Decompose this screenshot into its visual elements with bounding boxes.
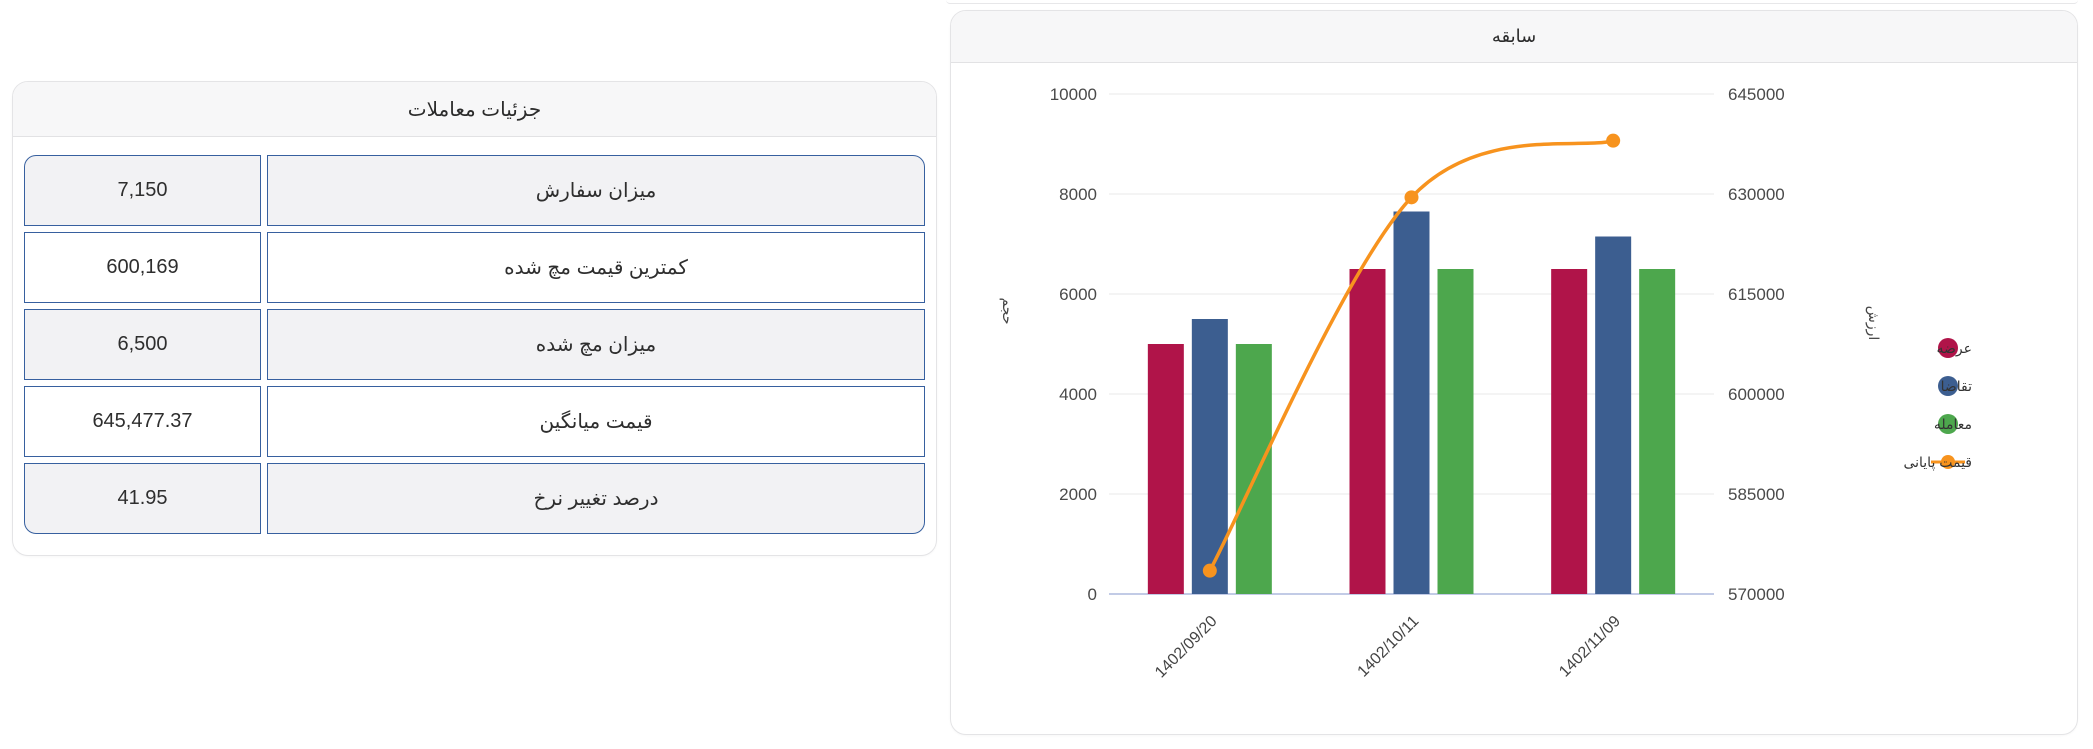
legend-item-3[interactable]: قیمت پایانی	[1903, 454, 1972, 471]
chart-body: 0 570000 2000 585000 4000 600000 6000 615000 800…	[951, 63, 2077, 734]
row-label: میزان مچ شده	[267, 309, 925, 380]
right-axis-tick: 615000	[1728, 285, 1785, 304]
chart-card: سابقه 0 570000 2000 585000 4000 600000 6000 615…	[950, 10, 2078, 735]
row-value: 600,169	[24, 232, 261, 303]
row-label: کمترین قیمت مچ شده	[267, 232, 925, 303]
row-value: 6,500	[24, 309, 261, 380]
details-card: جزئیات معاملات 7,150 میزان سفارش 600,169…	[12, 81, 937, 556]
left-axis-tick: 6000	[1059, 285, 1097, 304]
bar-series1-cat0[interactable]	[1191, 319, 1228, 594]
x-axis-label-0: 1402/09/20	[1152, 613, 1221, 682]
legend-label: معامله	[1934, 416, 1972, 432]
bar-series1-cat2[interactable]	[1595, 236, 1632, 595]
bar-series1-cat1[interactable]	[1393, 211, 1430, 595]
history-chart: 0 570000 2000 585000 4000 600000 6000 615000 800…	[999, 85, 1972, 682]
row-label: میزان سفارش	[267, 155, 925, 226]
legend-item-1[interactable]: تقاضا	[1938, 376, 1972, 396]
legend-marker-dot	[1941, 455, 1955, 469]
row-value: 7,150	[24, 155, 261, 226]
details-title: جزئیات معاملات	[407, 98, 542, 121]
bar-series2-cat2[interactable]	[1639, 269, 1676, 594]
row-value: 41.95	[24, 463, 261, 534]
legend-label: عرضه	[1937, 340, 1972, 357]
bar-series0-cat0[interactable]	[1147, 344, 1184, 594]
left-axis-tick: 2000	[1059, 485, 1097, 504]
legend-label: تقاضا	[1941, 378, 1973, 394]
legend-marker-circle	[1938, 414, 1958, 434]
legend-marker-circle	[1938, 338, 1958, 358]
bar-series2-cat1[interactable]	[1437, 269, 1474, 594]
bar-series2-cat0[interactable]	[1235, 344, 1272, 594]
details-table: 7,150 میزان سفارش 600,169 کمترین قیمت مچ…	[13, 137, 936, 534]
right-axis-tick: 630000	[1728, 185, 1785, 204]
table-row: 41.95 درصد تغییر نرخ	[24, 463, 925, 534]
table-row: 600,169 کمترین قیمت مچ شده	[24, 232, 925, 303]
right-axis-tick: 570000	[1728, 585, 1785, 604]
left-axis-tick: 0	[1088, 585, 1097, 604]
legend-item-0[interactable]: عرضه	[1937, 338, 1972, 358]
table-row: 645,477.37 قیمت میانگین	[24, 386, 925, 457]
row-label: قیمت میانگین	[267, 386, 925, 457]
chart-title: سابقه	[1491, 26, 1537, 46]
chart-card-header: سابقه	[951, 11, 2077, 63]
right-axis-tick: 645000	[1728, 85, 1785, 104]
left-axis-tick: 4000	[1059, 385, 1097, 404]
row-label: درصد تغییر نرخ	[267, 463, 925, 534]
legend-marker-circle	[1938, 376, 1958, 396]
left-axis-tick: 8000	[1059, 185, 1097, 204]
x-axis-label-1: 1402/10/11	[1355, 613, 1423, 681]
x-axis-label-2: 1402/11/09	[1556, 613, 1624, 681]
closing-price-point-1[interactable]	[1404, 190, 1419, 205]
table-row: 7,150 میزان سفارش	[24, 155, 925, 226]
details-card-header: جزئیات معاملات	[13, 82, 936, 137]
closing-price-point-2[interactable]	[1606, 133, 1621, 148]
top-divider	[946, 0, 2078, 4]
left-axis-name: حجم	[999, 297, 1016, 324]
bar-series0-cat2[interactable]	[1551, 269, 1588, 594]
closing-price-line	[1208, 138, 1614, 572]
legend-label: قیمت پایانی	[1903, 454, 1972, 471]
table-row: 6,500 میزان مچ شده	[24, 309, 925, 380]
left-axis-tick: 10000	[1050, 85, 1097, 104]
bar-series0-cat1[interactable]	[1349, 269, 1386, 594]
right-axis-tick: 585000	[1728, 485, 1785, 504]
legend-item-2[interactable]: معامله	[1934, 414, 1972, 434]
right-axis-name: ارزش	[1865, 306, 1882, 341]
right-axis-tick: 600000	[1728, 385, 1785, 404]
row-value: 645,477.37	[24, 386, 261, 457]
closing-price-point-0[interactable]	[1202, 563, 1217, 578]
